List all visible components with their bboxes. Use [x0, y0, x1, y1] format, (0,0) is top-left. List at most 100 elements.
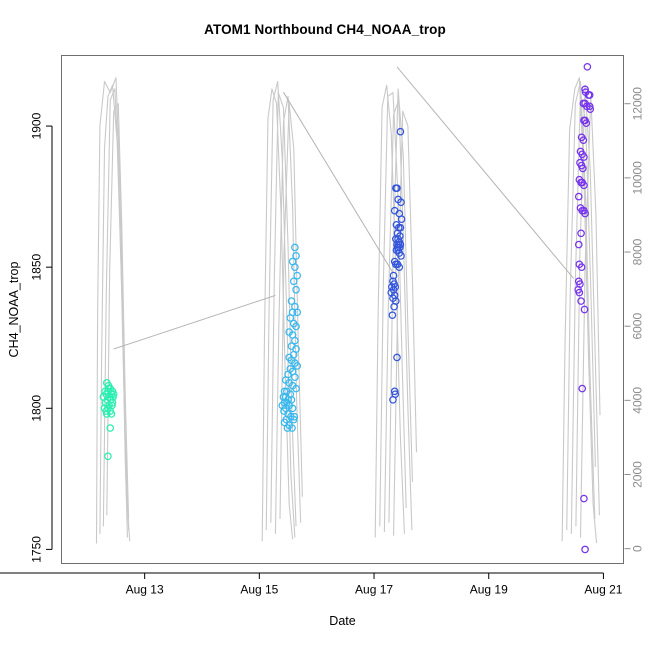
data-point: [291, 243, 299, 252]
axis-tick-label: 12000: [631, 87, 645, 121]
series-flight4: [574, 62, 595, 554]
data-point: [581, 85, 589, 94]
data-point: [581, 545, 589, 554]
plot-frame-group: [61, 55, 624, 564]
axis-tick-label: Aug 21: [584, 583, 622, 597]
altitude-trace: [274, 95, 302, 534]
data-point: [586, 105, 595, 113]
data-point-group: [99, 62, 595, 554]
data-point: [397, 252, 405, 260]
data-point: [291, 263, 299, 271]
data-point: [291, 373, 299, 382]
axis-tick-label: Aug 15: [240, 583, 278, 597]
axis-tick-label: Aug 19: [470, 583, 508, 597]
data-point: [292, 322, 300, 331]
data-point: [578, 384, 587, 393]
data-point: [395, 263, 404, 271]
plot-frame: [61, 55, 624, 564]
axis-tick-label: 10000: [631, 161, 645, 195]
data-point: [290, 412, 299, 421]
data-point: [574, 192, 583, 201]
altitude-trace: [279, 103, 303, 520]
altitude-trace: [579, 95, 601, 538]
altitude-trace: [374, 84, 405, 538]
data-point: [390, 387, 399, 396]
altitude-trace: [95, 77, 128, 544]
data-point: [580, 153, 588, 161]
data-point: [585, 91, 594, 99]
axis-tick-label: 1750: [30, 536, 44, 563]
y-axis-label: CH4_NOAA_trop: [7, 262, 21, 358]
data-point: [293, 271, 302, 280]
data-point: [396, 127, 405, 136]
data-point: [393, 353, 401, 362]
data-point: [583, 62, 592, 71]
data-point: [580, 181, 588, 190]
data-point: [286, 314, 295, 322]
data-point: [390, 302, 398, 311]
data-point: [577, 263, 586, 271]
data-point: [291, 336, 299, 345]
series-flight2: [278, 243, 302, 432]
data-point: [397, 198, 405, 207]
altitude-trace: [561, 77, 598, 544]
altitude-trace: [265, 80, 296, 538]
data-point: [581, 209, 589, 218]
axis-tick-label: Aug 17: [355, 583, 393, 597]
axis-tick-label: 0: [631, 545, 645, 552]
data-point: [283, 424, 292, 432]
altitude-trace: [106, 103, 130, 520]
altitude-trace: [392, 110, 418, 536]
data-point: [577, 229, 585, 238]
data-point: [289, 415, 298, 424]
data-point: [574, 240, 583, 249]
altitude-trace: [261, 88, 294, 542]
connector-line-group: [113, 66, 574, 350]
data-point: [580, 305, 589, 314]
altitude-trace: [566, 80, 596, 531]
data-point: [106, 424, 115, 432]
axis-tick-label: 1900: [30, 112, 44, 139]
axis-tick-label: 2000: [631, 461, 645, 488]
axis-tick-label: 8000: [631, 238, 645, 265]
data-point: [108, 387, 117, 396]
data-point: [582, 119, 591, 128]
axis-tick-label: 4000: [631, 387, 645, 414]
axis-tick-label: 6000: [631, 313, 645, 340]
data-point: [293, 308, 302, 317]
data-point: [575, 288, 584, 297]
data-point: [99, 393, 108, 401]
data-point: [287, 297, 296, 305]
altitude-trace-group: [95, 77, 601, 544]
x-axis-label: Date: [329, 614, 355, 628]
axis-tick-label: Aug 13: [126, 583, 164, 597]
data-point: [577, 297, 585, 305]
data-point: [289, 277, 298, 286]
series-flight3: [387, 127, 406, 404]
altitude-trace: [570, 92, 596, 534]
data-point: [397, 215, 406, 224]
connector-line: [283, 91, 394, 274]
data-point: [292, 285, 300, 294]
connector-line: [396, 66, 574, 279]
axis-group: Aug 13 Aug 15 Aug 17 Aug 19 Aug 21 1750 1800 18…: [0, 87, 645, 628]
data-point: [293, 362, 302, 370]
data-point: [585, 102, 594, 111]
data-point: [102, 407, 111, 415]
data-point: [288, 404, 297, 413]
data-point: [393, 184, 401, 192]
series-flight1: [99, 379, 118, 461]
data-point: [104, 452, 112, 461]
axis-tick-label: 1800: [30, 395, 44, 422]
altitude-trace: [102, 88, 131, 542]
altitude-trace: [379, 92, 407, 527]
data-point: [388, 311, 397, 319]
data-point: [292, 252, 300, 260]
data-point: [578, 164, 587, 173]
data-point: [580, 494, 588, 503]
data-point: [102, 410, 111, 418]
page-title: ATOM1 Northbound CH4_NOAA_trop: [204, 22, 446, 37]
data-point: [292, 384, 300, 393]
